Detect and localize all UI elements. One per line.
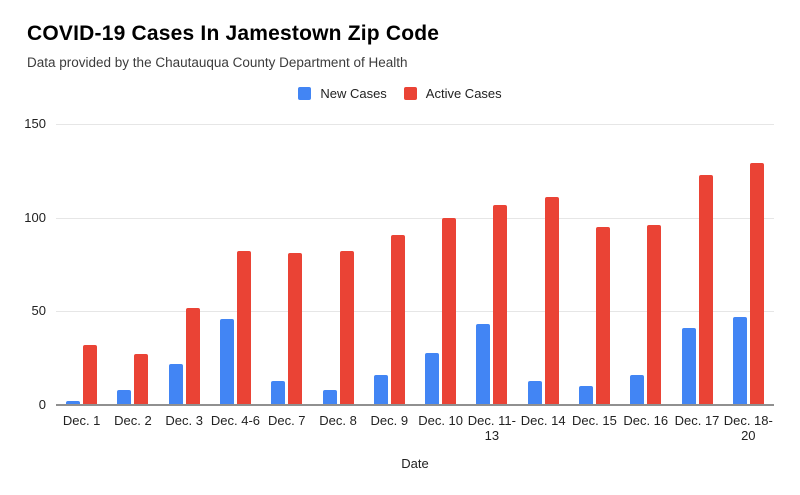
bar-active-cases[interactable] [185, 307, 200, 405]
y-axis-tick-label: 50 [31, 303, 46, 319]
bar-group [569, 124, 620, 405]
bar-active-cases[interactable] [749, 163, 764, 405]
plot-area [56, 124, 774, 405]
bar-new-cases[interactable] [732, 316, 747, 405]
chart-title: COVID-19 Cases In Jamestown Zip Code [27, 22, 440, 45]
bar-new-cases[interactable] [527, 380, 542, 405]
bar-active-cases[interactable] [698, 174, 713, 405]
bar-group [723, 124, 774, 405]
y-axis-tick-label: 100 [24, 209, 46, 225]
bar-active-cases[interactable] [339, 251, 354, 405]
bar-group [312, 124, 363, 405]
bar-new-cases[interactable] [271, 380, 286, 405]
bar-group [210, 124, 261, 405]
bar-new-cases[interactable] [373, 375, 388, 405]
x-axis-tick-label: Dec. 2 [114, 413, 152, 428]
bar-new-cases[interactable] [476, 324, 491, 405]
bar-active-cases[interactable] [236, 251, 251, 405]
bar-group [107, 124, 158, 405]
legend: New Cases Active Cases [0, 86, 800, 101]
bar-group [364, 124, 415, 405]
x-axis-tick-label: Dec. 16 [623, 413, 669, 428]
chart-subtitle: Data provided by the Chautauqua County D… [27, 55, 408, 70]
bar-new-cases[interactable] [66, 401, 81, 405]
bar-new-cases[interactable] [219, 318, 234, 405]
legend-item-new-cases[interactable]: New Cases [298, 86, 387, 101]
gridline [56, 124, 774, 125]
bar-group [620, 124, 671, 405]
bar-new-cases[interactable] [322, 390, 337, 405]
x-axis-tick-label: Dec. 9 [370, 413, 409, 428]
legend-label: New Cases [320, 86, 387, 101]
bar-new-cases[interactable] [578, 386, 593, 405]
bar-active-cases[interactable] [390, 234, 405, 405]
bar-active-cases[interactable] [544, 197, 559, 405]
bar-new-cases[interactable] [681, 328, 696, 405]
bar-group [415, 124, 466, 405]
gridline [56, 217, 774, 219]
bar-active-cases[interactable] [288, 253, 303, 405]
bar-active-cases[interactable] [493, 204, 508, 405]
legend-label: Active Cases [425, 86, 502, 101]
x-axis-line [56, 404, 774, 406]
x-axis-labels: Dec. 1 Dec. 2 Dec. 3 Dec. 4-6 Dec. 7 Dec. 8 De… [56, 413, 774, 443]
x-axis-tick-label: Dec. 18- 20 [723, 413, 773, 443]
y-axis-tick-label: 150 [24, 116, 46, 131]
legend-swatch-icon [298, 87, 312, 100]
bar-group [518, 124, 569, 405]
x-axis-tick-label: Dec. 17 [674, 413, 720, 428]
bar-new-cases[interactable] [630, 375, 645, 405]
y-axis-labels: 0 50 100 150 [0, 117, 46, 412]
x-axis-tick-label: Dec. 10 [418, 413, 464, 428]
bar-group [671, 124, 722, 405]
bar-groups [56, 124, 774, 405]
bar-active-cases[interactable] [83, 345, 98, 405]
bar-new-cases[interactable] [117, 390, 132, 405]
x-axis-tick-label: Dec. 15 [572, 413, 617, 428]
bar-group [261, 124, 312, 405]
legend-item-active-cases[interactable]: Active Cases [403, 86, 502, 101]
x-axis-tick-label: Dec. 7 [267, 413, 306, 428]
x-axis-title: Date [401, 456, 429, 471]
bar-active-cases[interactable] [595, 227, 610, 405]
bar-group [466, 124, 517, 405]
x-axis-tick-label: Dec. 14 [520, 413, 566, 428]
x-axis-tick-label: Dec. 1 [62, 413, 101, 428]
x-axis-tick-label: Dec. 3 [165, 413, 203, 428]
x-axis-tick-label: Dec. 8 [319, 413, 357, 428]
bar-active-cases[interactable] [647, 225, 662, 405]
bar-new-cases[interactable] [425, 352, 440, 405]
bar-group [159, 124, 210, 405]
bar-active-cases[interactable] [442, 217, 457, 405]
y-axis-tick-label: 0 [38, 397, 46, 412]
bar-active-cases[interactable] [134, 354, 149, 405]
legend-swatch-icon [403, 87, 417, 100]
bar-group [56, 124, 107, 405]
x-axis-tick-label: Dec. 11- 13 [467, 413, 516, 443]
bar-new-cases[interactable] [168, 363, 183, 405]
gridline [56, 311, 774, 313]
x-axis-tick-label: Dec. 4-6 [210, 413, 261, 428]
